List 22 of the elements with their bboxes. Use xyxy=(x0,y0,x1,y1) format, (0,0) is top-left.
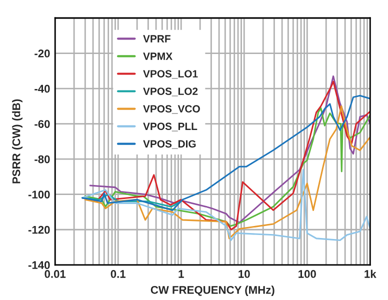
x-tick-label: 0.1 xyxy=(110,270,126,278)
y-axis-title: PSRR (CW) (dB) xyxy=(12,99,22,184)
legend-label: VPMX xyxy=(143,52,172,60)
legend-label: VPOS_PLL xyxy=(143,122,198,132)
y-tick-label: -40 xyxy=(34,84,50,93)
legend-label: VPOS_LO1 xyxy=(143,70,198,79)
x-tick-label: 1 xyxy=(178,270,184,278)
y-tick-label: -140 xyxy=(28,261,50,270)
legend-label: VPOS_LO2 xyxy=(143,88,198,96)
y-tick-label: -80 xyxy=(34,155,50,164)
y-tick-label: -120 xyxy=(28,226,50,234)
x-tick-label: 100 xyxy=(298,270,316,278)
y-tick-label: -100 xyxy=(28,190,50,198)
x-tick-label: 10 xyxy=(238,270,250,278)
legend-label: VPOS_VCO xyxy=(143,105,200,114)
legend-label: VPRF xyxy=(143,35,170,42)
x-tick-label: 1k xyxy=(364,270,376,278)
y-tick-label: -20 xyxy=(34,50,50,58)
x-axis-title: CW FREQUENCY (MHz) xyxy=(150,286,274,296)
legend-label: VPOS_DIG xyxy=(143,140,196,149)
y-tick-label: -60 xyxy=(34,120,50,128)
x-tick-label: 0.01 xyxy=(44,270,66,278)
